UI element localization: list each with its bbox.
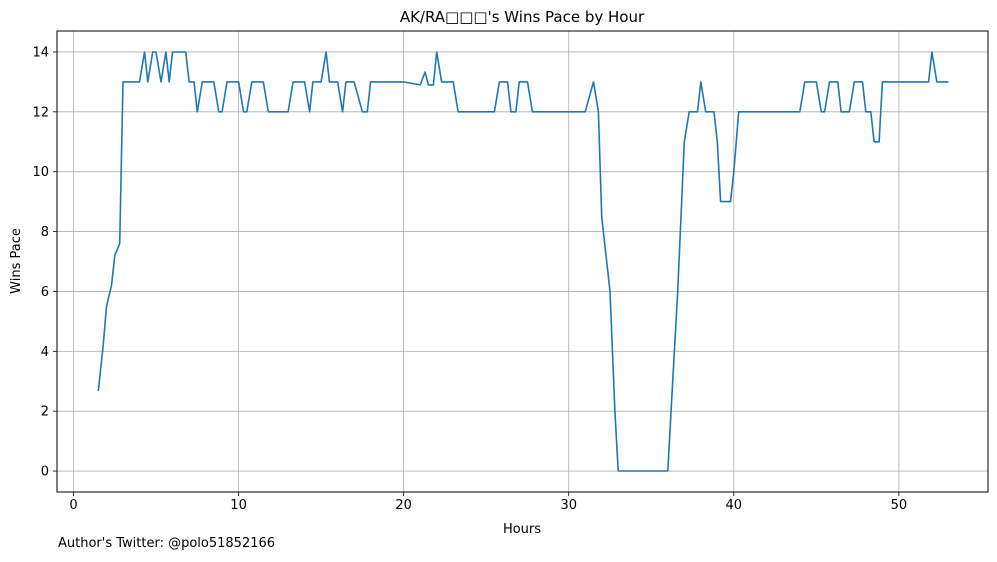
y-axis-label: Wins Pace bbox=[9, 228, 24, 294]
x-tick-label: 50 bbox=[891, 498, 908, 513]
y-tick-label: 4 bbox=[41, 345, 49, 360]
y-tick-label: 8 bbox=[41, 225, 49, 240]
x-tick-label: 20 bbox=[395, 498, 412, 513]
grid-lines bbox=[57, 31, 988, 492]
x-axis-label: Hours bbox=[503, 522, 541, 537]
y-tick-label: 2 bbox=[41, 405, 49, 420]
y-axis-ticks: 0 2 4 6 8 10 12 14 bbox=[32, 45, 57, 480]
x-tick-label: 30 bbox=[560, 498, 577, 513]
y-tick-label: 14 bbox=[32, 45, 49, 60]
wins-pace-line bbox=[97, 51, 949, 472]
y-tick-label: 10 bbox=[32, 165, 49, 180]
chart-title: AK/RA□□□'s Wins Pace by Hour bbox=[400, 8, 645, 26]
x-tick-label: 10 bbox=[230, 498, 247, 513]
series-group bbox=[97, 51, 949, 472]
y-tick-label: 12 bbox=[32, 105, 49, 120]
x-tick-label: 40 bbox=[726, 498, 743, 513]
y-tick-label: 6 bbox=[41, 285, 49, 300]
x-axis-ticks: 0 10 20 30 40 50 bbox=[69, 492, 907, 513]
author-twitter-note: Author's Twitter: @polo51852166 bbox=[58, 536, 276, 551]
x-tick-label: 0 bbox=[69, 498, 77, 513]
y-tick-label: 0 bbox=[41, 465, 49, 480]
plot-frame bbox=[56, 30, 989, 493]
